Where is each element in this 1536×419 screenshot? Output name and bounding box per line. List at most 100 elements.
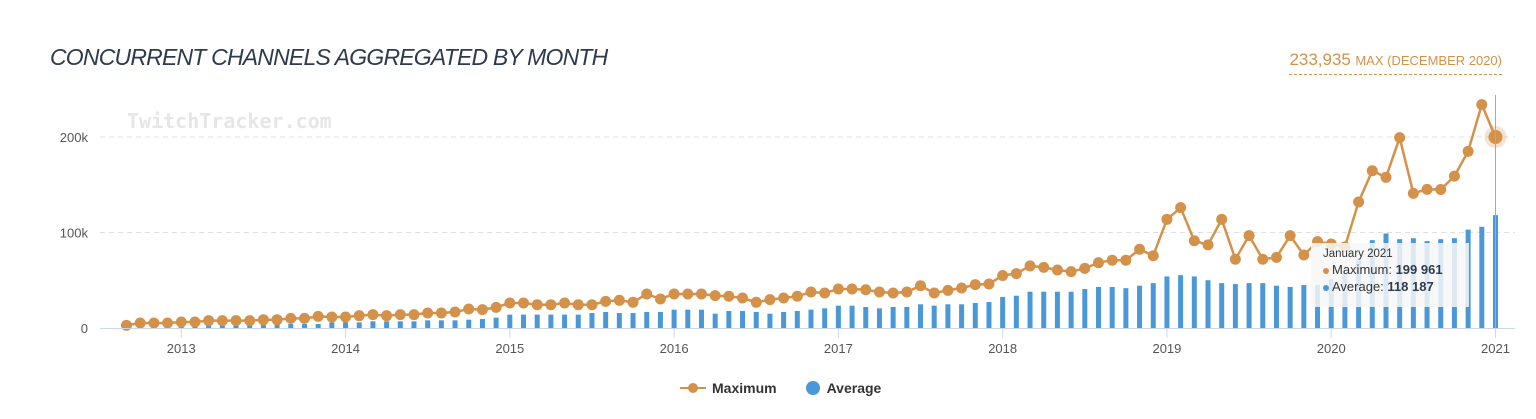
average-bar [822, 308, 828, 328]
maximum-point [1476, 99, 1488, 111]
maximum-point [709, 290, 721, 302]
chart-title: CONCURRENT CHANNELS AGGREGATED BY MONTH [50, 44, 608, 70]
maximum-point [476, 304, 488, 316]
average-bar [972, 302, 978, 328]
tooltip-average: Average: 118 187 [1323, 279, 1469, 294]
average-bar [808, 309, 814, 328]
maximum-point [901, 286, 913, 298]
x-tick-label: 2021 [1481, 341, 1510, 356]
average-bar [1232, 284, 1238, 328]
maximum-point [1270, 251, 1282, 263]
maximum-point [285, 312, 297, 324]
maximum-point [353, 310, 365, 322]
legend: Maximum Average [680, 380, 881, 396]
average-bar [657, 311, 663, 328]
maximum-point [1161, 213, 1173, 225]
maximum-point [1216, 213, 1228, 225]
maximum-point [545, 299, 557, 311]
y-tick-label: 0 [81, 321, 88, 336]
average-bar [438, 320, 444, 328]
maximum-point [1243, 230, 1255, 242]
maximum-point [572, 299, 584, 311]
maximum-point [1134, 243, 1146, 255]
average-bar [452, 320, 458, 328]
average-bar [1137, 285, 1143, 328]
average-bar [630, 313, 636, 328]
maximum-point [1435, 184, 1447, 196]
average-bar [589, 313, 595, 328]
maximum-line-icon [680, 383, 706, 393]
legend-item-maximum[interactable]: Maximum [680, 380, 777, 396]
maximum-point [942, 284, 954, 296]
maximum-point [189, 316, 201, 328]
average-bar [863, 306, 869, 328]
maximum-point [1065, 266, 1077, 278]
average-bar [1054, 291, 1060, 328]
maximum-point [695, 288, 707, 300]
maximum-point [750, 296, 762, 308]
maximum-point [1120, 254, 1132, 266]
maximum-point [340, 311, 352, 323]
average-bar [356, 322, 362, 328]
maximum-point [1394, 132, 1406, 144]
maximum-point [1188, 235, 1200, 247]
maximum-point [449, 306, 461, 318]
average-bar [507, 314, 513, 328]
legend-label-average: Average [826, 380, 882, 396]
legend-item-average[interactable]: Average [805, 380, 882, 396]
average-bar [931, 305, 937, 328]
average-bar [767, 313, 773, 328]
maximum-point [367, 309, 379, 321]
average-bar [849, 305, 855, 328]
average-bar [1164, 276, 1170, 328]
average-bar [712, 313, 718, 328]
average-bar [260, 323, 266, 328]
maximum-point [723, 290, 735, 302]
maximum-point [1147, 250, 1159, 262]
average-bar [521, 314, 527, 328]
average-bar [740, 311, 746, 328]
maximum-point [518, 297, 530, 309]
max-summary[interactable]: 233,935 MAX (DECEMBER 2020) [1289, 50, 1502, 75]
average-dot-icon [805, 381, 820, 395]
y-tick-label: 200k [60, 130, 89, 145]
average-bar [1246, 283, 1252, 328]
average-bar [918, 304, 924, 328]
tooltip-date: January 2021 [1323, 248, 1393, 260]
average-bar [671, 309, 677, 328]
x-tick-label: 2014 [331, 341, 360, 356]
maximum-point [805, 286, 817, 298]
maximum-point [230, 315, 242, 327]
maximum-point [600, 295, 612, 307]
legend-label-maximum: Maximum [712, 380, 777, 396]
maximum-point [915, 280, 927, 292]
average-bar [1301, 285, 1307, 328]
average-bar [685, 309, 691, 328]
maximum-point [1051, 264, 1063, 276]
average-bar [890, 306, 896, 328]
average-bar [274, 323, 280, 328]
maximum-point [969, 279, 981, 291]
max-caption: MAX (DECEMBER 2020) [1355, 53, 1502, 68]
maximum-point [1380, 171, 1392, 183]
average-bar [959, 304, 965, 328]
average-bar [1219, 283, 1225, 328]
x-tick-label: 2015 [495, 341, 524, 356]
maximum-point [928, 287, 940, 299]
x-tick-label: 2018 [988, 341, 1017, 356]
maximum-point [463, 303, 475, 315]
maximum-point [641, 288, 653, 300]
x-tick-label: 2019 [1152, 341, 1181, 356]
average-bar [781, 311, 787, 328]
maximum-point [134, 317, 146, 329]
average-bar [575, 314, 581, 328]
average-bar [247, 325, 253, 328]
maximum-point [764, 294, 776, 306]
average-bar [1260, 283, 1266, 328]
tooltip-avg-label: Average: [1332, 279, 1388, 294]
maximum-point [1257, 253, 1269, 265]
average-bar [1068, 291, 1074, 328]
average-bar [835, 305, 841, 328]
maximum-point [1092, 257, 1104, 269]
